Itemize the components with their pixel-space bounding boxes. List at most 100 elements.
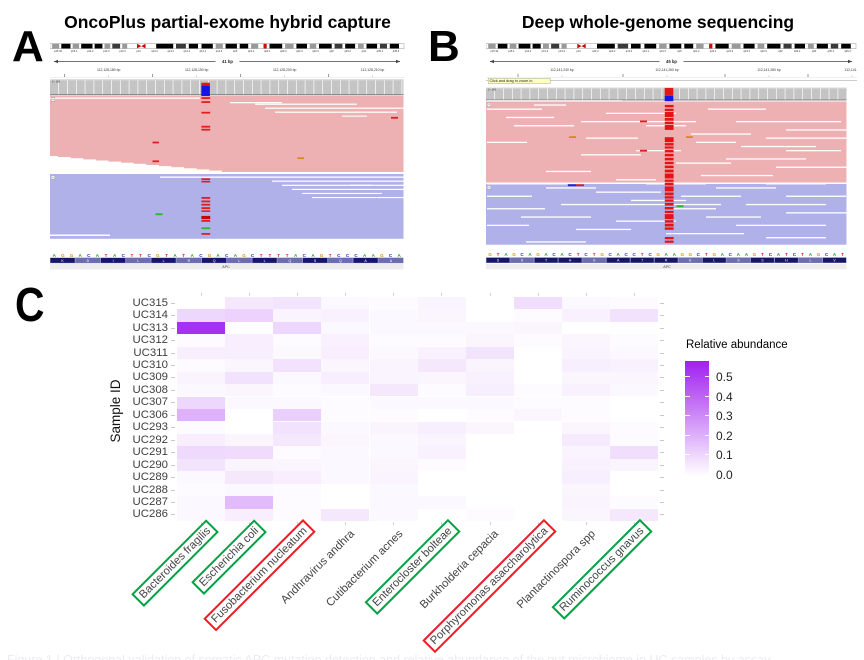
svg-text:H: H: [569, 259, 572, 263]
svg-text:D: D: [87, 259, 90, 263]
svg-text:p13: p13: [136, 49, 141, 53]
svg-text:p13.3: p13.3: [103, 49, 110, 53]
svg-text:A: A: [234, 253, 238, 258]
svg-text:q23.3: q23.3: [727, 49, 734, 53]
svg-text:S: S: [737, 259, 740, 263]
svg-text:A: A: [833, 252, 837, 257]
svg-text:T: T: [801, 252, 804, 257]
svg-text:A: A: [294, 253, 298, 258]
svg-text:S: S: [314, 259, 317, 263]
svg-text:C: C: [584, 252, 588, 257]
svg-text:A: A: [504, 252, 508, 257]
svg-text:T: T: [105, 253, 108, 258]
svg-text:A: A: [617, 259, 620, 263]
svg-text:L: L: [137, 259, 139, 263]
svg-text:T: T: [329, 253, 332, 258]
svg-text:R: R: [188, 259, 191, 263]
svg-text:112,128,180 bp: 112,128,180 bp: [97, 68, 120, 72]
svg-text:C: C: [649, 252, 653, 257]
svg-text:G: G: [488, 252, 492, 257]
svg-text:C: C: [793, 252, 797, 257]
svg-text:G: G: [320, 253, 324, 258]
svg-text:A: A: [113, 253, 117, 258]
svg-text:Click and drag to zoom in.: Click and drag to zoom in.: [490, 79, 534, 83]
svg-text:G: G: [713, 252, 717, 257]
svg-text:T: T: [785, 252, 788, 257]
svg-text:T: T: [545, 259, 548, 263]
svg-text:L: L: [264, 259, 266, 263]
svg-text:112,141,280 bp: 112,141,280 bp: [757, 68, 780, 72]
svg-text:C: C: [303, 253, 307, 258]
svg-text:q22.1: q22.1: [264, 49, 271, 53]
svg-text:q21.2: q21.2: [693, 49, 700, 53]
svg-text:q35.3: q35.3: [393, 49, 400, 53]
svg-text:G: G: [512, 252, 516, 257]
svg-text:q13.2: q13.2: [626, 49, 633, 53]
svg-text:K: K: [61, 259, 64, 263]
svg-text:A: A: [398, 253, 402, 258]
svg-text:q13.2: q13.2: [167, 49, 174, 53]
svg-text:0 - 186: 0 - 186: [488, 88, 497, 92]
svg-text:p13.3: p13.3: [542, 49, 549, 53]
svg-text:A: A: [364, 259, 367, 263]
svg-text:T: T: [497, 252, 500, 257]
svg-text:p15.32: p15.32: [54, 49, 62, 53]
svg-text:G: G: [61, 253, 65, 258]
svg-text:L: L: [810, 259, 812, 263]
svg-text:q34: q34: [362, 49, 367, 53]
svg-text:A: A: [777, 252, 781, 257]
svg-text:112,141,260 bp: 112,141,260 bp: [655, 68, 678, 72]
svg-text:A: A: [173, 253, 177, 258]
svg-text:A: A: [737, 252, 741, 257]
svg-text:T: T: [130, 253, 133, 258]
svg-text:A: A: [363, 253, 367, 258]
svg-text:C: C: [520, 252, 524, 257]
svg-text:Q: Q: [289, 259, 292, 263]
svg-text:A: A: [53, 253, 57, 258]
svg-text:C: C: [568, 252, 572, 257]
svg-text:q23.3: q23.3: [280, 49, 287, 53]
svg-text:G: G: [753, 252, 757, 257]
svg-text:C: C: [625, 252, 629, 257]
svg-text:p13.3: p13.3: [119, 49, 126, 53]
svg-text:C: C: [825, 252, 829, 257]
svg-text:Q: Q: [339, 259, 342, 263]
svg-text:C: C: [354, 253, 358, 258]
svg-text:0 - 186: 0 - 186: [52, 80, 61, 84]
svg-text:L: L: [163, 259, 165, 263]
svg-text:p13: p13: [576, 49, 581, 53]
svg-text:45 bp: 45 bp: [666, 59, 677, 64]
svg-text:q13.2: q13.2: [592, 49, 599, 53]
svg-text:A: A: [560, 252, 564, 257]
svg-text:T: T: [705, 252, 708, 257]
svg-text:A: A: [216, 253, 220, 258]
svg-text:C: C: [633, 252, 637, 257]
svg-text:A: A: [79, 253, 83, 258]
svg-text:C: C: [729, 252, 733, 257]
svg-text:C: C: [225, 253, 229, 258]
svg-text:C: C: [552, 252, 556, 257]
svg-text:A: A: [809, 252, 813, 257]
svg-text:S: S: [497, 259, 500, 263]
svg-text:C: C: [87, 253, 91, 258]
svg-text:R: R: [665, 259, 668, 263]
svg-text:p15.32: p15.32: [490, 49, 498, 53]
svg-text:C: C: [251, 253, 255, 258]
svg-text:112,128,210 bp: 112,128,210 bp: [361, 68, 384, 72]
svg-text:G: G: [156, 253, 160, 258]
svg-text:S: S: [593, 259, 596, 263]
svg-text:+: +: [488, 186, 490, 190]
svg-text:V: V: [833, 259, 836, 263]
svg-text:T: T: [593, 252, 596, 257]
svg-text:C: C: [697, 252, 701, 257]
svg-text:G: G: [208, 253, 212, 258]
svg-text:C: C: [148, 253, 152, 258]
svg-text:A: A: [372, 253, 376, 258]
svg-text:q14.1: q14.1: [200, 49, 207, 53]
svg-text:T: T: [641, 252, 644, 257]
svg-text:T: T: [268, 253, 271, 258]
svg-text:p15.1: p15.1: [508, 49, 515, 53]
svg-text:q15: q15: [233, 49, 238, 53]
svg-text:q23.3: q23.3: [743, 49, 750, 53]
svg-text:A: A: [665, 252, 669, 257]
